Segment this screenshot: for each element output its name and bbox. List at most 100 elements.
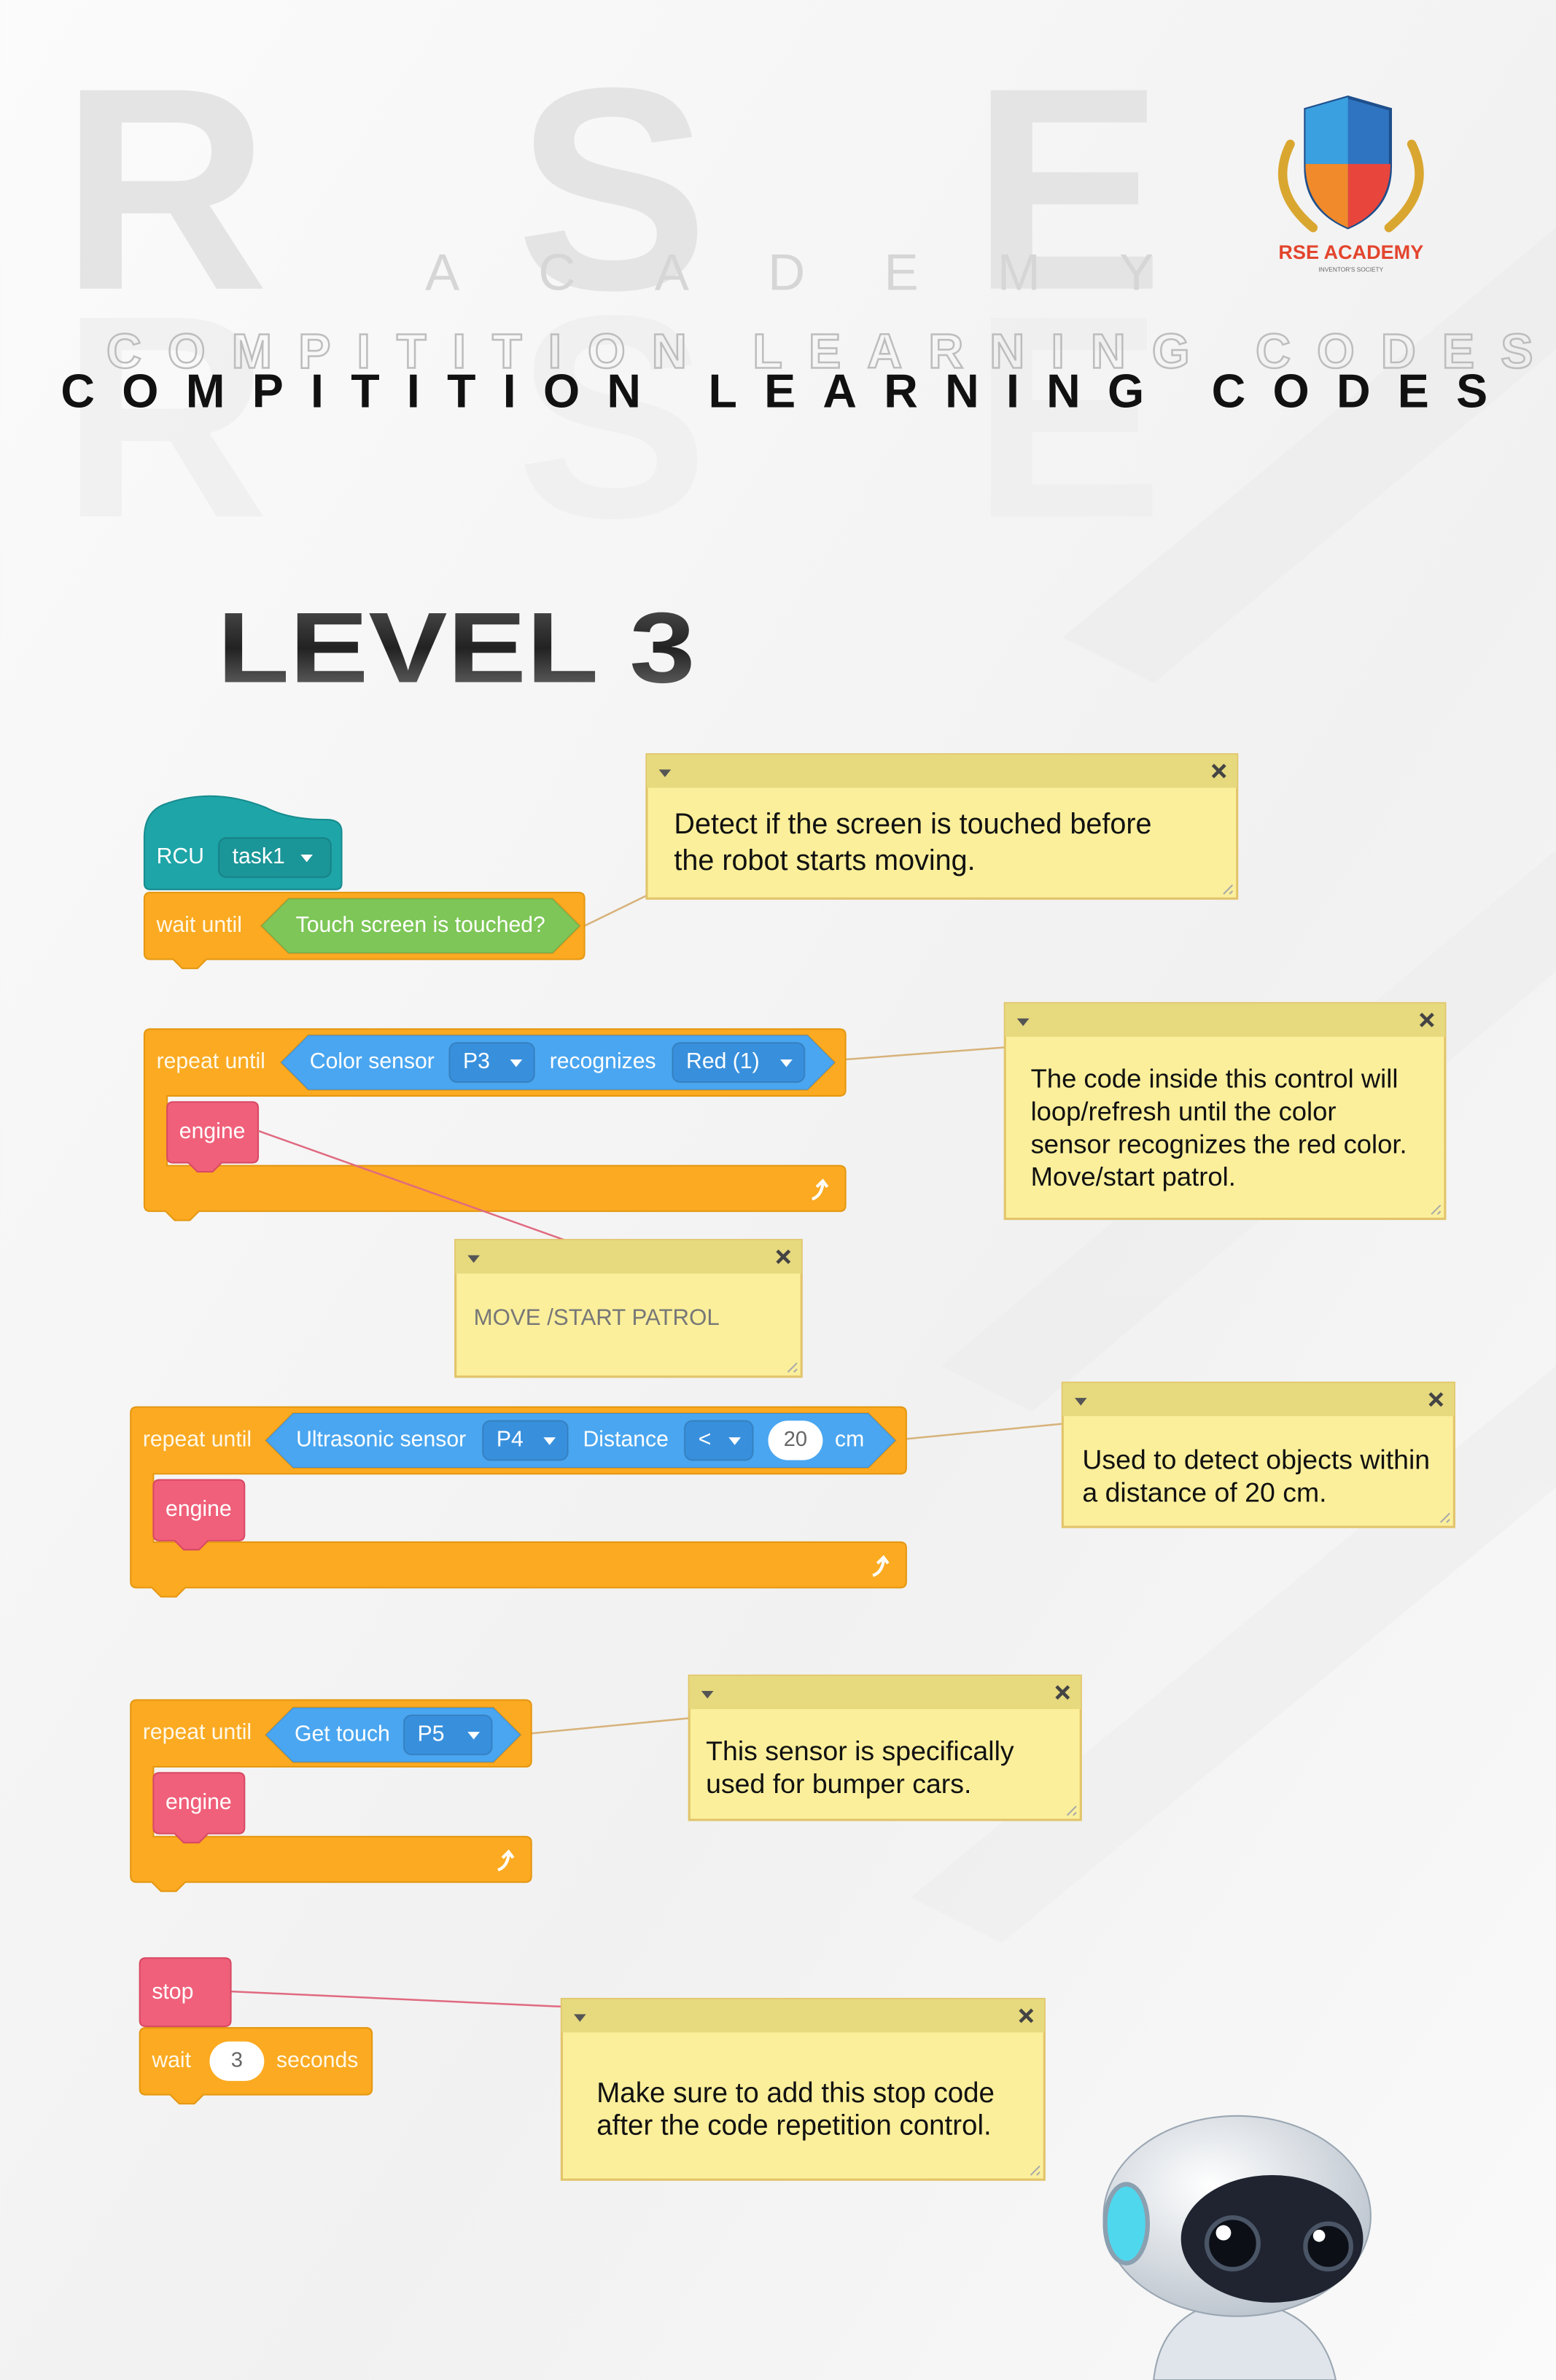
connector [845, 1046, 1005, 1061]
note-close [1019, 2008, 1034, 2023]
note-text: used for bumper cars. [706, 1768, 971, 1799]
watermark-subtitle: ACADEMY [425, 244, 1154, 301]
connector [584, 895, 647, 927]
note-collapse [701, 1690, 714, 1699]
condition-block [260, 898, 581, 954]
dropdown-arrow [300, 854, 313, 863]
control-label: wait [151, 2048, 191, 2072]
sensor-label: cm [835, 1427, 864, 1451]
connector [906, 1423, 1063, 1440]
engine-block [152, 1772, 246, 1844]
comment-note [560, 1997, 1046, 2181]
loop-icon [872, 1555, 890, 1577]
dropdown [482, 1420, 569, 1461]
logo-tagline: INVENTOR'S SOCIETY [1318, 266, 1383, 273]
dropdown-value: < [699, 1427, 712, 1451]
note-text: the robot starts moving. [674, 844, 975, 876]
note-resize [1066, 1805, 1077, 1816]
note-text: a distance of 20 cm. [1082, 1477, 1326, 1507]
dropdown [448, 1042, 535, 1084]
note-header [1062, 1382, 1455, 1417]
watermark-letter: E [971, 28, 1164, 350]
note-text: sensor recognizes the red color. [1031, 1129, 1407, 1159]
note-close [1428, 1392, 1444, 1407]
comment-note [1061, 1381, 1455, 1528]
watermark-letter: E [971, 255, 1164, 578]
note-header [689, 1676, 1081, 1709]
dropdown-value: Red (1) [686, 1049, 760, 1073]
note-collapse [467, 1255, 480, 1263]
note-close [776, 1249, 791, 1264]
stop-label: stop [152, 1980, 193, 2004]
engine-label: engine [179, 1119, 246, 1143]
comment-note [645, 753, 1239, 900]
sensor-label: Distance [583, 1427, 669, 1451]
control-label: repeat until [143, 1427, 252, 1451]
laurel [1277, 139, 1424, 233]
connector [531, 1717, 690, 1735]
note-text: Move/start patrol. [1031, 1162, 1236, 1191]
robot-eye [1303, 2221, 1353, 2272]
hat-label: RCU [157, 844, 204, 868]
robot-eye-glint [1312, 2229, 1326, 2242]
control-label: repeat until [143, 1720, 252, 1744]
dropdown-arrow [467, 1732, 480, 1740]
note-text: loop/refresh until the color [1031, 1097, 1337, 1127]
stop-block [139, 1957, 232, 2028]
shield-quarter [1347, 163, 1390, 228]
loop-icon [497, 1849, 515, 1872]
sensor-label: Get touch [295, 1722, 390, 1746]
loop-icon [812, 1178, 829, 1201]
number-input [768, 1420, 823, 1461]
note-resize [1223, 884, 1234, 895]
robot-eye-glint [1215, 2225, 1232, 2241]
note-resize [1431, 1205, 1442, 1216]
dropdown [683, 1420, 754, 1461]
note-text: after the code repetition control. [596, 2110, 991, 2142]
engine-label: engine [166, 1497, 232, 1521]
note-resize [1030, 2165, 1040, 2176]
dropdown-value: P3 [463, 1049, 490, 1073]
robot-eye [1204, 2215, 1261, 2272]
number-value: 3 [231, 2049, 243, 2072]
condition-label: Touch screen is touched? [296, 913, 545, 937]
dropdown [217, 837, 332, 879]
dropdown-arrow [780, 1059, 793, 1068]
comment-note [688, 1674, 1082, 1821]
note-resize [787, 1362, 798, 1373]
note-text: Make sure to add this stop code [596, 2077, 995, 2109]
dropdown-value: P5 [418, 1722, 445, 1746]
logo-name: RSE ACADEMY [1278, 241, 1423, 263]
shield-quarter [1305, 163, 1348, 228]
engine-block [166, 1101, 260, 1173]
note-resize [1439, 1512, 1450, 1523]
note-close [1211, 763, 1226, 779]
comment-note [1003, 1002, 1447, 1221]
title: COMPITITION LEARNING CODES [61, 365, 1487, 417]
note-header [1005, 1003, 1445, 1037]
note-text: This sensor is specifically [706, 1735, 1014, 1766]
watermark-letter: S [516, 28, 709, 350]
control-label: repeat until [157, 1049, 265, 1073]
dropdown-value: task1 [233, 844, 285, 868]
control-label: wait until [156, 913, 242, 937]
note-text: The code inside this control will [1031, 1064, 1399, 1094]
number-value: 20 [784, 1428, 807, 1451]
dropdown-arrow [543, 1437, 556, 1445]
robot [1102, 2115, 1372, 2380]
sensor-label: Ultrasonic sensor [296, 1427, 466, 1451]
note-header [561, 1999, 1045, 2033]
dropdown [402, 1714, 493, 1756]
dropdown [672, 1042, 806, 1084]
sensor-label: recognizes [550, 1049, 656, 1073]
shield-quarter [1305, 97, 1348, 164]
note-collapse [658, 769, 672, 777]
robot-ear [1102, 2182, 1151, 2266]
watermark-letter: R [61, 255, 269, 578]
dropdown-arrow [510, 1059, 523, 1068]
dropdown-arrow [728, 1437, 741, 1445]
sensor-label: Color sensor [310, 1049, 435, 1073]
number-input [209, 2041, 265, 2081]
